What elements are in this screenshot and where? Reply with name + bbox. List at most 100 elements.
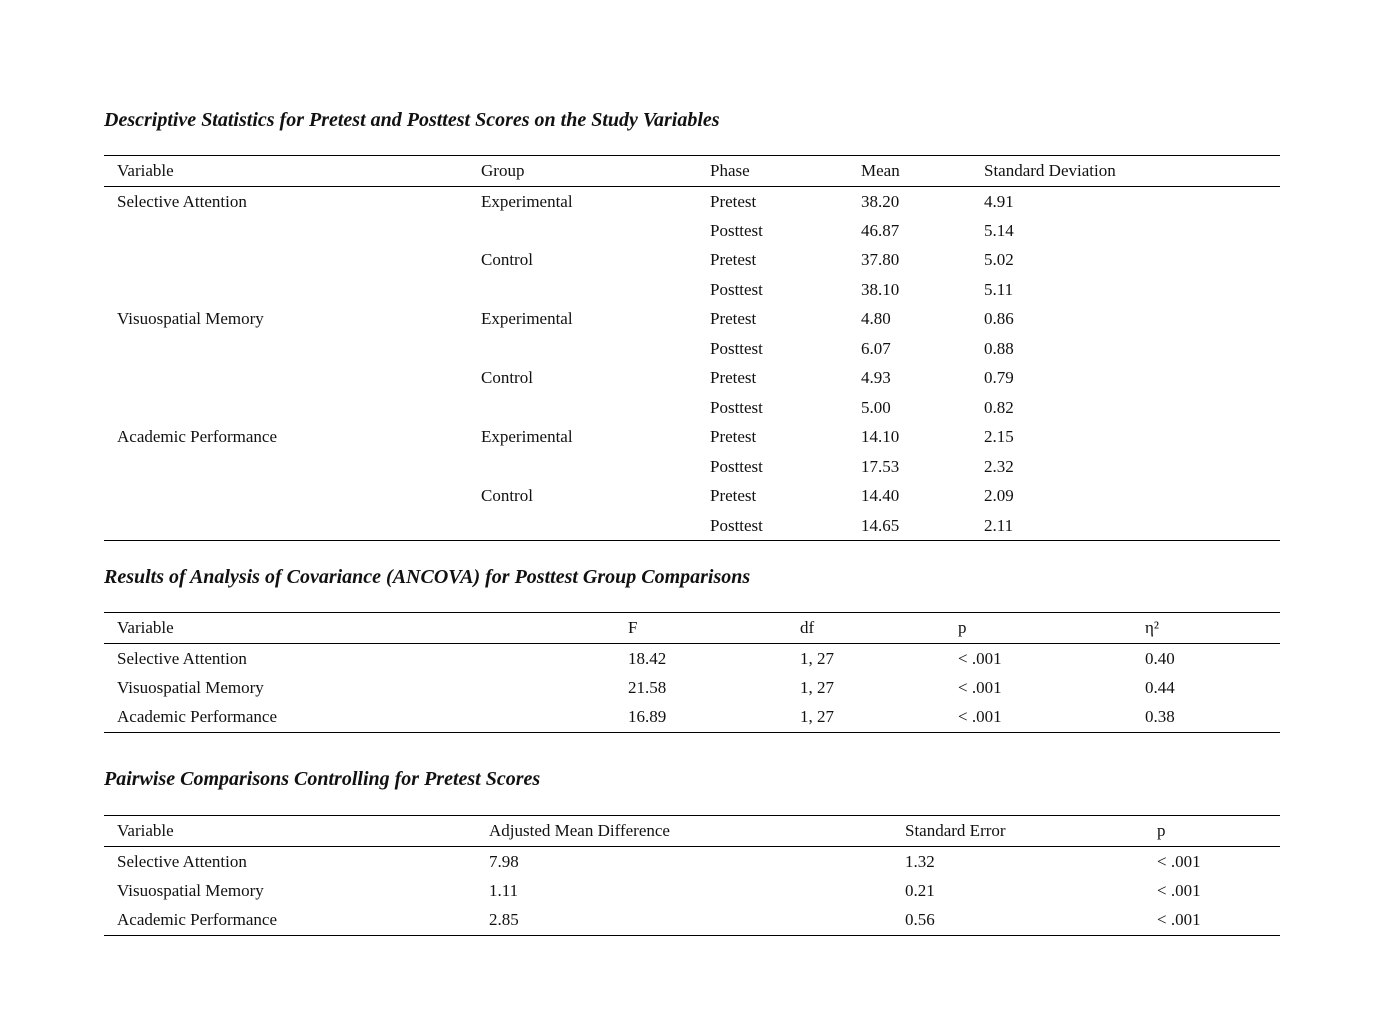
table-row: Visuospatial Memory 1.11 0.21 < .001 [104,876,1280,906]
group-cell: Control [481,368,533,388]
table-row: Posttest 17.53 2.32 [104,452,1280,482]
phase-cell: Posttest [710,456,763,476]
table-cell: < .001 [958,677,1002,697]
table-cell: 1, 27 [800,648,834,668]
table-row: Posttest 38.10 5.11 [104,275,1280,305]
table-cell: Academic Performance [117,707,277,726]
table-cell: 1, 27 [800,677,834,697]
mean-cell: 14.10 [861,427,900,447]
phase-cell: Pretest [710,309,757,329]
group-cell [468,452,697,482]
column-header: Standard Error [905,821,1006,840]
group-cell [468,334,697,364]
table-title: Pairwise Comparisons Controlling for Pre… [104,768,541,790]
column-header: p [1157,821,1166,840]
table-cell: 0.44 [1145,677,1175,697]
phase-cell: Posttest [710,397,763,417]
variable-cell [104,393,468,423]
header-row: Variable Adjusted Mean Difference Standard… [104,815,1280,847]
table-cell: < .001 [1157,851,1201,871]
mean-cell: 38.10 [861,279,900,299]
phase-cell: Pretest [710,250,757,270]
column-header: Phase [710,161,750,180]
group-cell: Control [481,486,533,506]
variable-cell [104,334,468,364]
table-row: Selective Attention 18.42 1, 27 < .001 0.40 [104,644,1280,674]
sd-cell: 2.15 [984,427,1014,447]
table-row: Control Pretest 37.80 5.02 [104,246,1280,276]
sd-cell: 5.14 [984,220,1014,240]
table-row: Control Pretest 4.93 0.79 [104,364,1280,394]
table-cell: 0.38 [1145,707,1175,726]
variable-cell [104,246,468,276]
table-cell: 1, 27 [800,707,834,726]
column-header: p [958,618,967,637]
table-cell: 0.21 [905,880,935,900]
pairwise-table: Variable Adjusted Mean Difference Standard… [104,815,1280,936]
phase-cell: Posttest [710,515,763,535]
group-cell [468,393,697,423]
sd-cell: 2.32 [984,456,1014,476]
table-cell: Visuospatial Memory [117,880,264,900]
sd-cell: 0.82 [984,397,1014,417]
table-cell: 18.42 [628,648,667,668]
mean-cell: 4.80 [861,309,891,329]
table-cell: 1.11 [489,880,519,900]
table-cell: Selective Attention [117,648,247,668]
table-cell: < .001 [958,707,1002,726]
column-header: Variable [117,821,174,840]
table-cell: Visuospatial Memory [117,677,264,697]
table-cell: 7.98 [489,851,519,871]
table-cell: < .001 [958,648,1002,668]
table-row: Academic Performance 16.89 1, 27 < .001 0.38 [104,703,1280,732]
phase-cell: Posttest [710,220,763,240]
mean-cell: 14.40 [861,486,900,506]
table-row: Posttest 46.87 5.14 [104,216,1280,246]
mean-cell: 5.00 [861,397,891,417]
column-header: df [800,618,815,637]
group-cell: Experimental [481,427,573,447]
table-cell: < .001 [1157,910,1201,929]
column-header: Standard Deviation [984,161,1116,180]
mean-cell: 37.80 [861,250,900,270]
table-row: Academic Performance 2.85 0.56 < .001 [104,906,1280,935]
column-header: Adjusted Mean Difference [489,821,670,840]
phase-cell: Posttest [710,338,763,358]
column-header: Variable [117,618,174,637]
table-row: Visuospatial Memory 21.58 1, 27 < .001 0.44 [104,673,1280,703]
sd-cell: 5.11 [984,279,1014,299]
sd-cell: 0.88 [984,338,1014,358]
table-row: Posttest 5.00 0.82 [104,393,1280,423]
variable-cell: Selective Attention [117,191,247,211]
variable-cell [104,364,468,394]
table-cell: 0.56 [905,910,935,929]
variable-cell [104,216,468,246]
sd-cell: 2.09 [984,486,1014,506]
column-header: Variable [117,161,174,180]
column-header: η² [1145,618,1159,637]
phase-cell: Posttest [710,279,763,299]
mean-cell: 6.07 [861,338,891,358]
descriptive-table: Variable Group Phase Mean Standard Deviation… [104,155,1280,541]
table-cell: 21.58 [628,677,667,697]
sd-cell: 5.02 [984,250,1014,270]
variable-cell: Visuospatial Memory [117,309,264,329]
sd-cell: 0.86 [984,309,1014,329]
group-cell [468,216,697,246]
variable-cell [104,275,468,305]
table-cell: 0.40 [1145,648,1175,668]
phase-cell: Pretest [710,191,757,211]
variable-cell [104,482,468,512]
table-row: Academic Performance Experimental Pretest 1… [104,423,1280,453]
column-header: Group [481,161,525,180]
mean-cell: 46.87 [861,220,900,240]
group-cell [468,511,697,541]
mean-cell: 4.93 [861,368,891,388]
column-header: F [628,618,638,637]
table-cell: < .001 [1157,880,1201,900]
table-row: Control Pretest 14.40 2.09 [104,482,1280,512]
table-row: Posttest 6.07 0.88 [104,334,1280,364]
